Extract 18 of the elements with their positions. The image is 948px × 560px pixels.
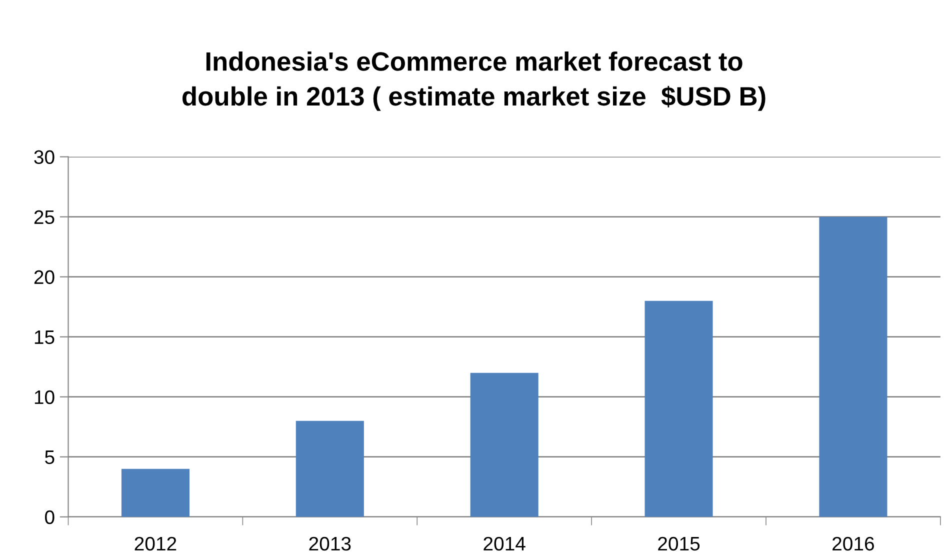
bar [644, 300, 713, 517]
y-tick-label: 15 [34, 330, 54, 344]
chart-title: Indonesia's eCommerce market forecast to double in 2013 ( estimate market size $USD B) [182, 51, 766, 111]
x-tick-label: 2013 [309, 536, 351, 551]
y-tick-label: 30 [34, 150, 54, 164]
y-tick-label: 0 [45, 510, 54, 524]
x-tick-label: 2012 [134, 536, 176, 551]
x-tick-label: 2016 [832, 536, 874, 551]
y-tick-label: 25 [34, 210, 54, 224]
x-tick-label: 2014 [484, 536, 526, 551]
bar [296, 420, 364, 517]
y-tick-label: 5 [45, 450, 54, 464]
bar [819, 216, 888, 517]
bar [470, 372, 538, 517]
y-tick-label: 10 [34, 390, 54, 404]
y-tick-label: 20 [34, 270, 54, 284]
bar [121, 468, 190, 517]
x-tick-label: 2015 [658, 536, 700, 551]
